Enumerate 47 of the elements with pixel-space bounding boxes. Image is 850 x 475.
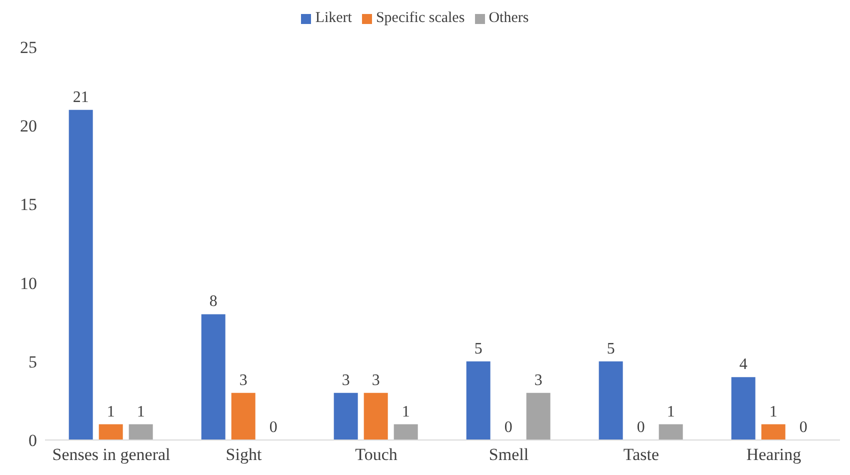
- data-label: 1: [769, 403, 778, 420]
- data-label: 0: [269, 418, 278, 436]
- bar: [466, 361, 490, 440]
- data-label: 0: [799, 418, 808, 436]
- y-tick-label: 15: [20, 195, 37, 214]
- data-label: 8: [209, 293, 218, 310]
- legend-label: Specific scales: [376, 10, 465, 26]
- data-label: 3: [534, 372, 542, 389]
- data-label: 1: [136, 403, 145, 420]
- bar: [526, 392, 550, 440]
- bar: [128, 424, 153, 440]
- bar: [731, 377, 756, 440]
- data-label: 1: [402, 403, 410, 420]
- data-label: 0: [636, 418, 645, 436]
- bar: [98, 424, 123, 440]
- data-label: 3: [372, 372, 380, 389]
- bar: [598, 361, 623, 440]
- bar: [658, 424, 683, 440]
- x-tick-label: Sight: [226, 445, 262, 464]
- y-tick-label: 10: [20, 274, 37, 293]
- bar: [201, 314, 226, 440]
- bar: [364, 392, 388, 440]
- data-label: 1: [666, 403, 675, 420]
- legend-label: Others: [488, 10, 529, 26]
- data-label: 1: [106, 403, 115, 420]
- x-tick-label: Touch: [355, 445, 398, 464]
- data-label: 3: [239, 372, 248, 389]
- bar: [334, 392, 358, 440]
- x-tick-label: Smell: [488, 445, 529, 464]
- data-label: 0: [504, 418, 512, 436]
- y-tick-label: 25: [20, 38, 37, 58]
- data-label: 4: [739, 356, 748, 374]
- legend-label: Likert: [315, 10, 352, 26]
- bar: [761, 424, 786, 440]
- data-label: 21: [72, 88, 89, 106]
- data-label: 5: [474, 340, 482, 358]
- data-label: 3: [342, 372, 350, 389]
- y-tick-label: 5: [28, 352, 37, 372]
- x-tick-label: Senses in general: [52, 445, 171, 464]
- x-tick-label: Taste: [623, 445, 660, 464]
- bar: [394, 424, 418, 440]
- y-tick-label: 0: [28, 431, 37, 450]
- bar: [68, 110, 93, 440]
- bar: [231, 392, 256, 440]
- y-tick-label: 20: [20, 116, 37, 136]
- data-label: 5: [606, 340, 615, 358]
- x-tick-label: Hearing: [746, 445, 802, 464]
